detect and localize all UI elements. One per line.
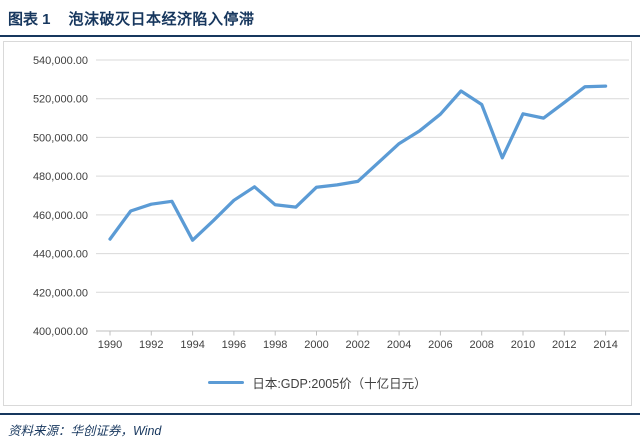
- y-axis-label: 480,000.00: [33, 171, 88, 183]
- y-axis-label: 500,000.00: [33, 132, 88, 144]
- x-axis-label: 2006: [428, 339, 452, 351]
- y-axis-label: 540,000.00: [33, 55, 88, 67]
- gdp-line-chart: 540,000.00 520,000.00 500,000.00 480,000.00…: [33, 55, 629, 351]
- figure-label: 图表 1: [8, 11, 51, 28]
- chart-frame: 540,000.00 520,000.00 500,000.00 480,000.00…: [3, 41, 632, 406]
- y-axis-label: 460,000.00: [33, 210, 88, 222]
- figure-footer: 资料来源：华创证券，Wind: [0, 413, 640, 440]
- x-axis-label: 2002: [346, 339, 370, 351]
- x-axis-label: 2008: [469, 339, 493, 351]
- figure-header: 图表 1 泡沫破灭日本经济陷入停滞: [0, 0, 640, 37]
- x-axis-label: 1990: [98, 339, 122, 351]
- x-axis-label: 1992: [139, 339, 163, 351]
- legend-line-sample: [208, 380, 245, 385]
- legend-series-label: 日本:GDP:2005价（十亿日元）: [252, 377, 427, 391]
- gdp-series-line: [108, 84, 608, 242]
- x-axis-label: 2012: [552, 339, 576, 351]
- x-axis-label: 1998: [263, 339, 287, 351]
- y-axis-label: 420,000.00: [33, 287, 88, 299]
- figure-title: 泡沫破灭日本经济陷入停滞: [68, 11, 255, 28]
- x-axis-label: 2014: [593, 339, 617, 351]
- x-axis-label: 2010: [511, 339, 535, 351]
- chart-legend: 日本:GDP:2005价（十亿日元）: [4, 373, 631, 392]
- y-axis-label: 440,000.00: [33, 249, 88, 261]
- x-axis-label: 1994: [180, 339, 204, 351]
- x-axis-label: 2000: [304, 339, 328, 351]
- x-axis-label: 1996: [222, 339, 246, 351]
- y-axis-label: 400,000.00: [33, 326, 88, 338]
- y-axis-label: 520,000.00: [33, 94, 88, 106]
- source-text: 资料来源：华创证券，Wind: [8, 424, 162, 438]
- x-axis-label: 2004: [387, 339, 411, 351]
